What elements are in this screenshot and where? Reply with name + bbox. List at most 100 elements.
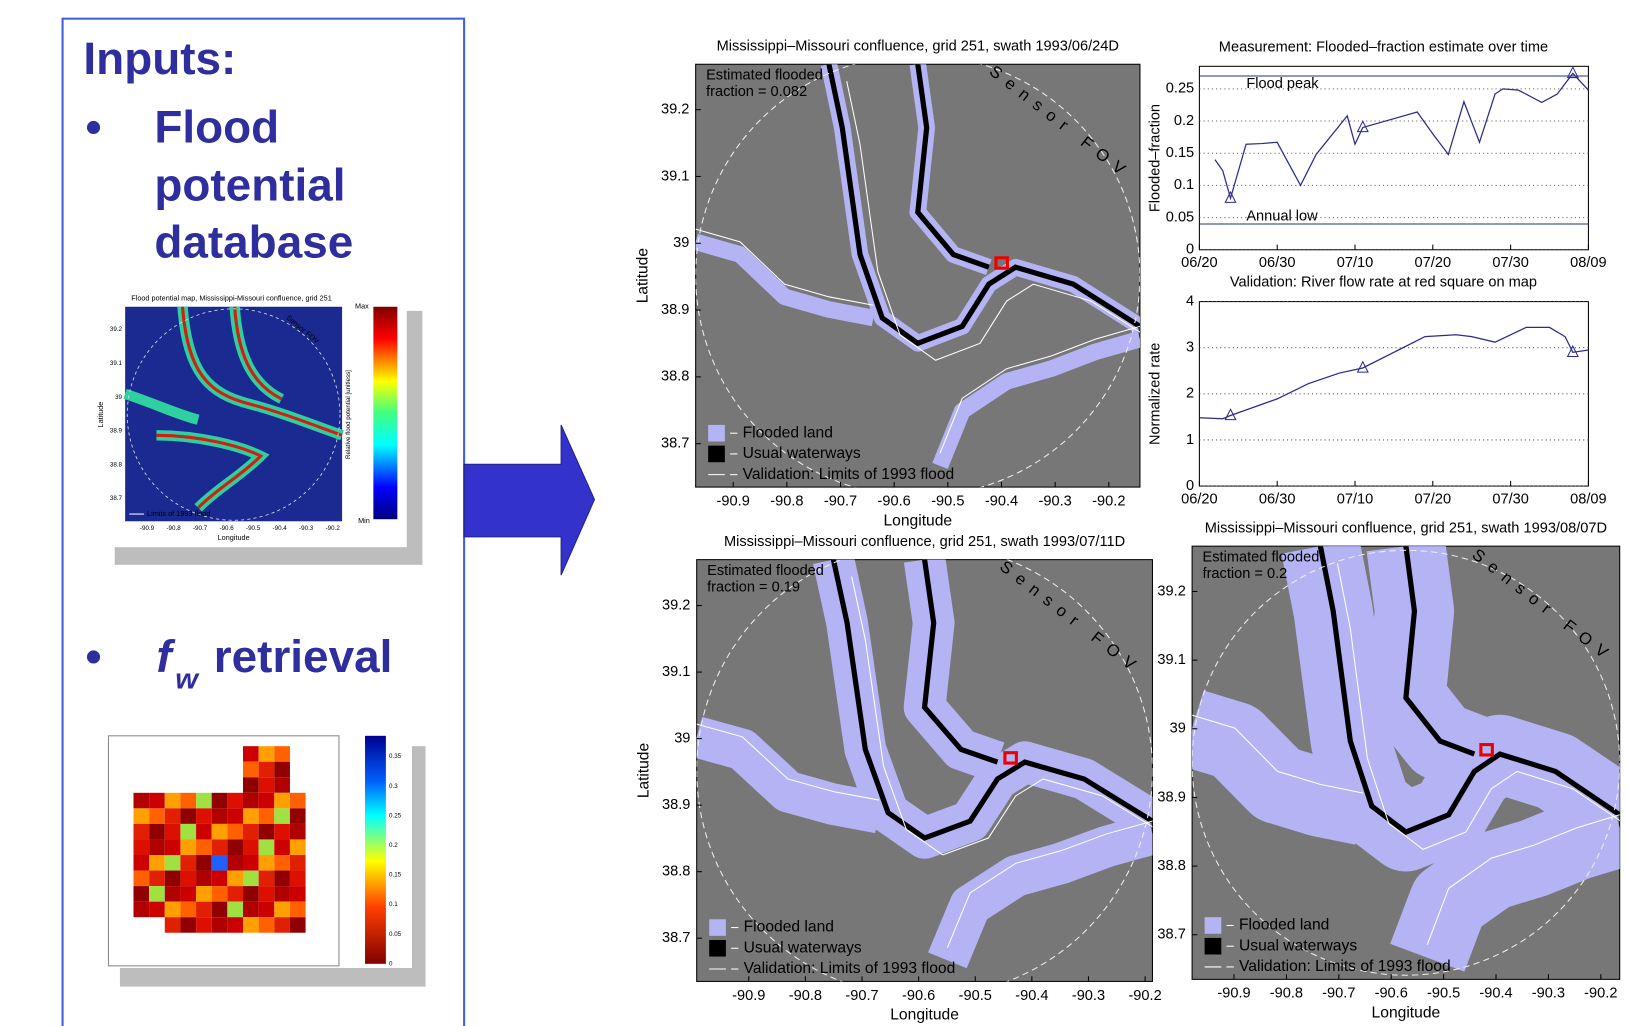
cell bbox=[243, 792, 259, 809]
x-tick-label: -90.3 bbox=[1532, 986, 1565, 1002]
flood-limit bbox=[851, 576, 1153, 856]
y-tick-label: 38.7 bbox=[1157, 927, 1185, 943]
cell bbox=[274, 761, 290, 778]
y-tick-label: 0 bbox=[1186, 242, 1194, 258]
cell bbox=[133, 901, 150, 918]
cell bbox=[274, 746, 290, 762]
thumb-cbar-min: Min bbox=[358, 516, 370, 525]
cell bbox=[258, 746, 275, 762]
cell bbox=[274, 839, 290, 855]
cell bbox=[258, 839, 275, 855]
x-tick-label: -90.6 bbox=[1375, 986, 1408, 1002]
waterway bbox=[921, 559, 999, 765]
annotation: fraction = 0.19 bbox=[707, 579, 800, 595]
x-axis-label: Longitude bbox=[1372, 1005, 1441, 1022]
cell bbox=[227, 886, 244, 902]
cell bbox=[211, 855, 228, 871]
cell bbox=[149, 855, 165, 871]
x-tick-label: 07/20 bbox=[1415, 255, 1452, 271]
y-tick-label: 0.2 bbox=[1174, 113, 1194, 129]
x-tick-label: 08/09 bbox=[1570, 491, 1607, 507]
cell bbox=[164, 808, 181, 824]
triangle-marker bbox=[1356, 120, 1369, 133]
triangle-marker bbox=[1566, 66, 1579, 79]
triangle-marker bbox=[1224, 408, 1237, 421]
cell bbox=[243, 746, 259, 762]
cell bbox=[164, 839, 181, 855]
flooded-land bbox=[932, 331, 1140, 470]
cell bbox=[196, 886, 212, 902]
map-layer bbox=[696, 559, 1153, 982]
cell bbox=[258, 855, 275, 871]
cell bbox=[196, 901, 212, 918]
x-tick-label: -90.5 bbox=[959, 988, 992, 1004]
cell bbox=[243, 855, 259, 871]
cell bbox=[243, 761, 259, 778]
cell bbox=[211, 870, 228, 887]
plot-area bbox=[1198, 301, 1589, 487]
bullet-text: f bbox=[156, 631, 176, 682]
cell bbox=[258, 808, 275, 824]
cell bbox=[258, 777, 275, 793]
cell bbox=[180, 886, 197, 902]
legend-label: Validation: Limits of 1993 flood bbox=[743, 466, 955, 483]
panel-title: Inputs: bbox=[83, 33, 236, 84]
cell bbox=[274, 870, 290, 887]
flood-limit bbox=[939, 325, 1140, 454]
reference-label: Annual low bbox=[1246, 209, 1318, 225]
y-tick-label: 0.1 bbox=[1174, 177, 1194, 193]
x-tick-label: 06/30 bbox=[1259, 491, 1296, 507]
cell bbox=[227, 839, 244, 855]
x-tick-label: -90.2 bbox=[1584, 986, 1617, 1002]
legend-swatch bbox=[1204, 937, 1222, 955]
y-axis-label: Latitude bbox=[635, 248, 652, 303]
cell bbox=[274, 886, 290, 902]
annotation: fraction = 0.082 bbox=[706, 84, 807, 100]
chart-title: Mississippi–Missouri confluence, grid 25… bbox=[717, 39, 1119, 55]
y-tick-label: 38.8 bbox=[662, 864, 690, 880]
cell bbox=[196, 792, 212, 809]
thumb-cbar-tick: 0.3 bbox=[389, 783, 398, 790]
triangle-marker bbox=[1356, 360, 1369, 373]
thumb-xlabel: Longitude bbox=[218, 533, 250, 542]
cell bbox=[274, 808, 290, 824]
legend-label: Validation: Limits of 1993 flood bbox=[1239, 958, 1451, 975]
thumb-x-tick: -90.6 bbox=[220, 525, 235, 532]
y-tick-label: 39 bbox=[1170, 721, 1186, 737]
y-tick-label: 39.2 bbox=[1157, 583, 1185, 599]
legend-label: Usual waterways bbox=[1239, 937, 1357, 954]
cell bbox=[149, 870, 165, 887]
cell bbox=[211, 823, 228, 840]
thumb-x-tick: -90.4 bbox=[273, 525, 288, 532]
x-tick-label: -90.8 bbox=[770, 493, 803, 509]
cell bbox=[133, 886, 150, 902]
flood-limit bbox=[946, 820, 1153, 948]
cell bbox=[227, 855, 244, 871]
waterway bbox=[1403, 546, 1476, 757]
thumb-colorbar bbox=[373, 306, 398, 520]
triangle-marker bbox=[1224, 190, 1237, 203]
cell bbox=[211, 839, 228, 855]
bullet-text: retrieval bbox=[214, 631, 393, 682]
chart-title: Validation: River flow rate at red squar… bbox=[1230, 275, 1537, 291]
legend-label: Validation: Limits of 1993 flood bbox=[744, 960, 956, 977]
thumb-cbar-tick: 0.25 bbox=[389, 812, 402, 819]
x-tick-label: 07/20 bbox=[1415, 491, 1452, 507]
bullet-text: potential bbox=[154, 160, 345, 211]
cell bbox=[274, 917, 290, 933]
x-tick-label: 07/10 bbox=[1337, 255, 1374, 271]
y-tick-label: 38.9 bbox=[1157, 789, 1185, 805]
cell bbox=[180, 792, 197, 809]
x-tick-label: 08/09 bbox=[1570, 255, 1607, 271]
cell bbox=[196, 823, 212, 840]
x-tick-label: -90.7 bbox=[824, 493, 857, 509]
x-tick-label: -90.7 bbox=[1322, 986, 1355, 1002]
y-tick-label: 4 bbox=[1186, 293, 1194, 309]
legend-label: Usual waterways bbox=[744, 939, 862, 956]
y-tick-label: 39 bbox=[673, 235, 689, 251]
legend-swatch bbox=[708, 445, 725, 463]
cell bbox=[227, 792, 244, 809]
y-tick-label: 0.25 bbox=[1166, 81, 1194, 97]
x-tick-label: -90.8 bbox=[1270, 986, 1303, 1002]
cell bbox=[133, 870, 150, 887]
